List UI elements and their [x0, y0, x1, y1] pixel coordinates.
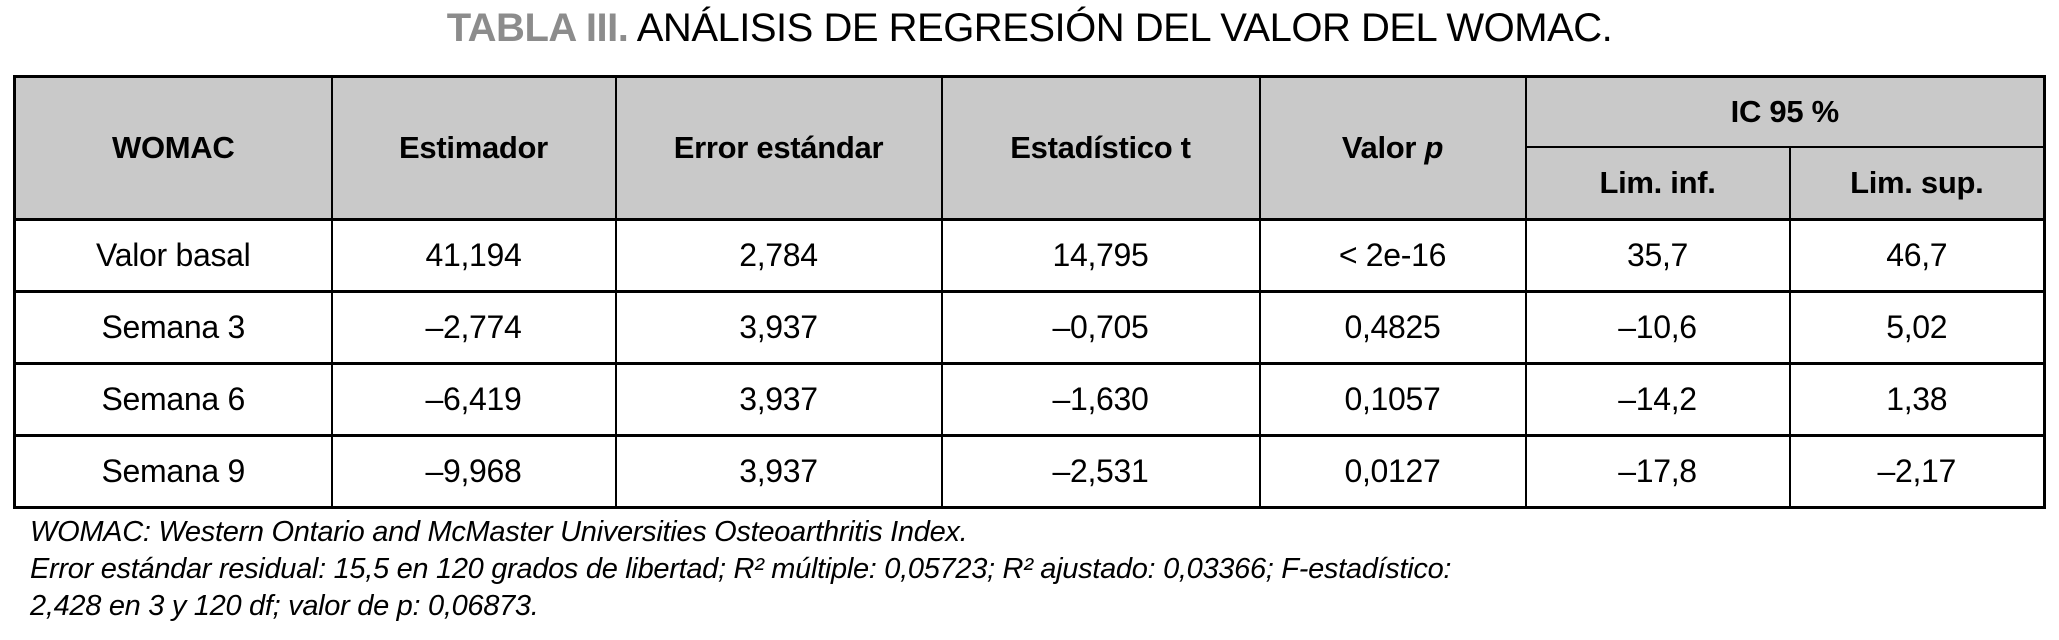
header-ic95: IC 95 % — [1524, 75, 2046, 148]
header-error-estandar: Error estándar — [614, 75, 943, 221]
cell-error-estandar: 3,937 — [614, 434, 943, 509]
cell-label: Semana 6 — [13, 362, 333, 437]
table-row: Semana 9 –9,968 3,937 –2,531 0,0127 –17,… — [13, 434, 2046, 509]
cell-label: Valor basal — [13, 218, 333, 293]
table-row: Valor basal 41,194 2,784 14,795 < 2e-16 … — [13, 218, 2046, 293]
cell-lim-sup: 1,38 — [1788, 362, 2046, 437]
cell-estimador: –9,968 — [330, 434, 617, 509]
table-row: Semana 6 –6,419 3,937 –1,630 0,1057 –14,… — [13, 362, 2046, 437]
cell-estadistico-t: –1,630 — [940, 362, 1261, 437]
cell-label: Semana 3 — [13, 290, 333, 365]
cell-lim-inf: –14,2 — [1524, 362, 1791, 437]
header-estadistico-t: Estadístico t — [940, 75, 1261, 221]
header-womac: WOMAC — [13, 75, 333, 221]
header-row-top: WOMAC Estimador Error estándar Estadísti… — [13, 75, 2046, 221]
table-row: Semana 3 –2,774 3,937 –0,705 0,4825 –10,… — [13, 290, 2046, 365]
footnote-line: Error estándar residual: 15,5 en 120 gra… — [30, 553, 1452, 585]
footnote-line: 2,428 en 3 y 120 df; valor de p: 0,06873… — [30, 590, 539, 622]
header-row-sub: Lim. inf. Lim. sup. — [15, 145, 2046, 221]
header-lim-inf: Lim. inf. — [1524, 145, 1791, 221]
cell-estadistico-t: 14,795 — [940, 218, 1261, 293]
cell-error-estandar: 3,937 — [614, 290, 943, 365]
header-estimador: Estimador — [330, 75, 617, 221]
table-title-text: ANÁLISIS DE REGRESIÓN DEL VALOR DEL WOMA… — [628, 6, 1613, 50]
header-valor-p-prefix: Valor — [1341, 130, 1425, 165]
cell-estimador: 41,194 — [330, 218, 617, 293]
footnote-line: WOMAC: Western Ontario and McMaster Univ… — [30, 516, 968, 548]
cell-valor-p: 0,0127 — [1258, 434, 1527, 509]
cell-valor-p: 0,4825 — [1258, 290, 1527, 365]
cell-lim-inf: 35,7 — [1524, 218, 1791, 293]
footnotes: WOMAC: Western Ontario and McMaster Univ… — [30, 514, 2030, 625]
regression-table: WOMAC Estimador Error estándar Estadísti… — [13, 75, 2047, 509]
header-valor-p-symbol: p — [1424, 130, 1444, 165]
cell-estimador: –2,774 — [330, 290, 617, 365]
cell-estimador: –6,419 — [330, 362, 617, 437]
cell-label: Semana 9 — [13, 434, 333, 509]
cell-estadistico-t: –0,705 — [940, 290, 1261, 365]
cell-valor-p: < 2e-16 — [1258, 218, 1527, 293]
table-title-label: TABLA III. — [446, 6, 629, 50]
cell-lim-sup: 46,7 — [1788, 218, 2046, 293]
cell-lim-sup: 5,02 — [1788, 290, 2046, 365]
cell-lim-inf: –17,8 — [1524, 434, 1791, 509]
table-title: TABLA III. ANÁLISIS DE REGRESIÓN DEL VAL… — [0, 6, 2059, 51]
cell-error-estandar: 2,784 — [614, 218, 943, 293]
header-lim-sup: Lim. sup. — [1788, 145, 2046, 221]
cell-error-estandar: 3,937 — [614, 362, 943, 437]
cell-lim-sup: –2,17 — [1788, 434, 2046, 509]
header-valor-p: Valor p — [1258, 75, 1527, 221]
cell-valor-p: 0,1057 — [1258, 362, 1527, 437]
cell-estadistico-t: –2,531 — [940, 434, 1261, 509]
cell-lim-inf: –10,6 — [1524, 290, 1791, 365]
